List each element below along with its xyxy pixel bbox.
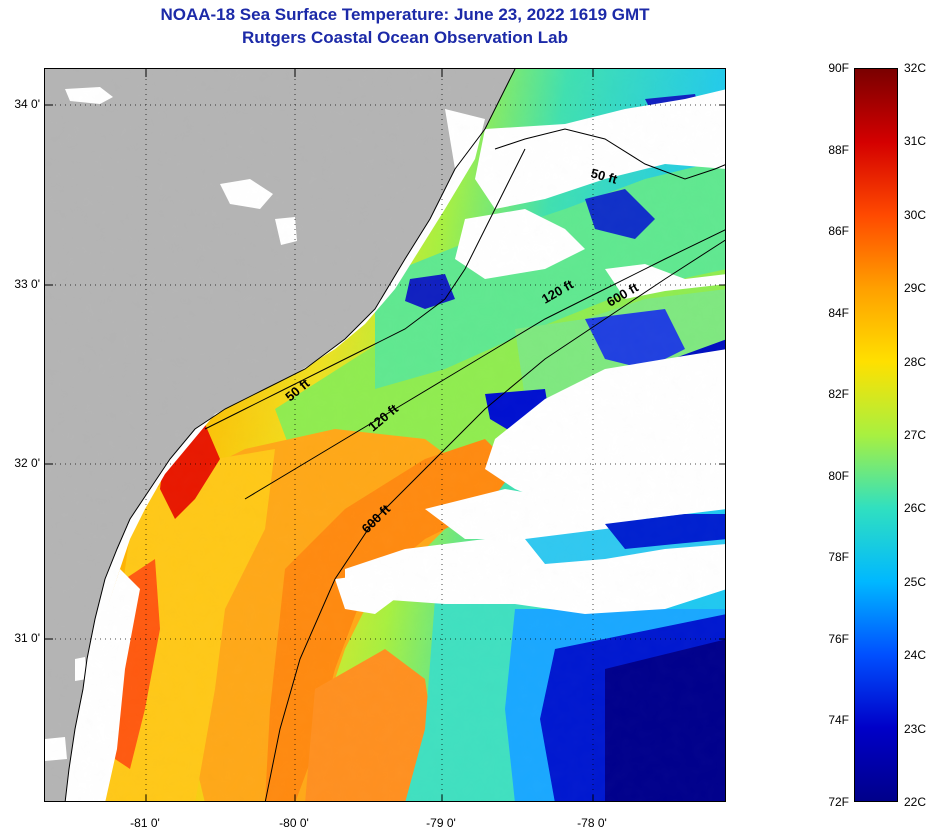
colorbar-f-label: 88F [828, 142, 849, 157]
graticule [45, 69, 725, 801]
texture-overlay [45, 69, 725, 801]
lon-label-80: -80 0' [279, 816, 309, 830]
coastline [64, 69, 516, 801]
colorbar-f-label: 72F [828, 795, 849, 809]
lon-label-78: -78 0' [577, 816, 607, 830]
lon-label-81: -81 0' [130, 816, 160, 830]
lat-label-32: 32 0' [14, 456, 40, 470]
lat-label-31: 31 0' [14, 631, 40, 645]
map-title: NOAA-18 Sea Surface Temperature: June 23… [160, 5, 650, 24]
colorbar-c-label: 30C [904, 207, 927, 222]
sst-map-image: 50 ft 120 ft 600 ft 50 ft 120 ft 600 ft [45, 69, 725, 801]
temperature-colorbar [854, 68, 898, 802]
isobath-120ft [244, 229, 725, 500]
colorbar-f-label: 90F [828, 61, 849, 75]
colorbar-f-label: 82F [828, 387, 849, 402]
colorbar-c-label: 29C [904, 281, 927, 296]
colorbar-c-label: 27C [904, 428, 927, 442]
map-subtitle: Rutgers Coastal Ocean Observation Lab [242, 28, 568, 47]
colorbar-c-label: 32C [904, 61, 927, 75]
lat-label-34: 34 0' [14, 97, 40, 111]
contour-label-50ft-north: 50 ft [589, 165, 619, 187]
axis-ticks [45, 69, 725, 801]
colorbar-c-label: 28C [904, 354, 927, 369]
sst-map: 50 ft 120 ft 600 ft 50 ft 120 ft 600 ft [44, 68, 726, 802]
lon-label-79: -79 0' [426, 816, 456, 830]
isobath-50ft [204, 148, 526, 430]
colorbar-c-label: 31C [904, 134, 927, 149]
colorbar-f-label: 80F [828, 468, 849, 483]
colorbar-f-label: 74F [828, 713, 849, 728]
colorbar-c-label: 23C [904, 721, 927, 736]
colorbar-f-label: 78F [828, 550, 849, 565]
colorbar-c-label: 25C [904, 574, 927, 589]
lat-label-33: 33 0' [14, 277, 40, 291]
colorbar-f-label: 76F [828, 631, 849, 646]
colorbar-f-label: 86F [828, 224, 849, 239]
isobath-50ft-north [494, 128, 725, 180]
colorbar-c-label: 26C [904, 501, 927, 516]
colorbar-c-label: 24C [904, 648, 927, 663]
colorbar-c-label: 22C [904, 795, 927, 809]
colorbar-f-label: 84F [828, 305, 849, 320]
isobath-600ft [264, 239, 725, 801]
